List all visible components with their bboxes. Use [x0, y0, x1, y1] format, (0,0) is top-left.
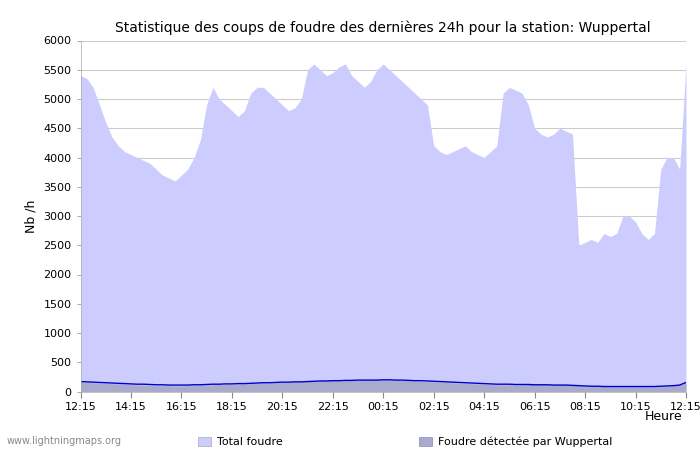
Title: Statistique des coups de foudre des dernières 24h pour la station: Wuppertal: Statistique des coups de foudre des dern… [116, 21, 651, 35]
Legend: Total foudre, Moyenne de toutes les stations, Foudre détectée par Wuppertal: Total foudre, Moyenne de toutes les stat… [198, 436, 612, 450]
Text: www.lightningmaps.org: www.lightningmaps.org [7, 436, 122, 446]
Text: Heure: Heure [645, 410, 682, 423]
Y-axis label: Nb /h: Nb /h [25, 199, 38, 233]
